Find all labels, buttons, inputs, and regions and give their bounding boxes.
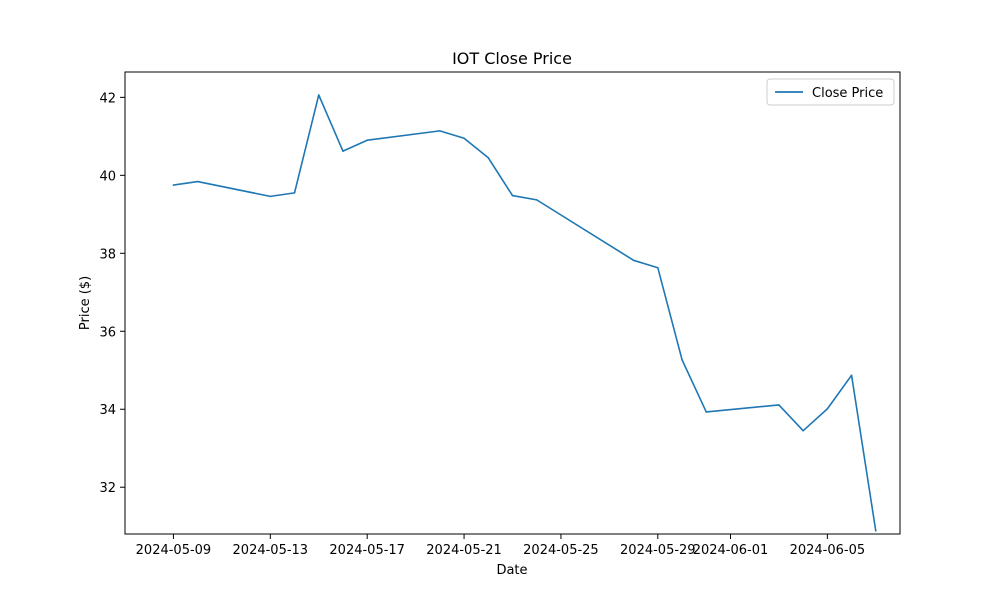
y-tick-label: 36 [99,325,116,340]
data-point [535,199,538,201]
plot-area: 2024-05-09 2024-05-13 2024-05-17 2024-05-21… [99,71,901,558]
data-point [293,192,296,194]
x-tick-label: 2024-06-01 [693,543,769,558]
data-point [366,139,368,142]
chart-title: IOT Close Price [452,49,572,68]
x-tick-label: 2024-05-13 [233,543,309,558]
y-tick-label: 40 [99,169,116,184]
x-tick-label: 2024-05-17 [329,543,405,558]
y-tick-label: 42 [99,91,116,106]
legend-label: Close Price [812,86,883,101]
data-point [850,374,853,377]
x-tick-label: 2024-05-25 [523,543,599,558]
plot-frame [124,71,901,535]
x-tick-label: 2024-05-09 [136,543,212,558]
x-axis-label: Date [496,563,527,578]
legend-box [766,78,895,106]
data-point [196,180,199,183]
data-point [826,408,829,410]
data-point [657,266,659,269]
y-tick-label: 38 [99,247,116,262]
x-tick-label: 2024-06-05 [790,543,866,558]
x-tick-label: 2024-05-21 [426,543,502,558]
data-point [342,150,344,152]
data-point [874,530,877,532]
data-point [632,259,635,262]
y-axis-label: Price ($) [78,276,93,330]
data-point [778,404,780,406]
data-point [463,137,465,140]
data-point [269,195,272,198]
data-point [511,194,514,197]
legend: Close Price [766,78,895,106]
x-tick-label: 2024-05-29 [620,543,696,558]
data-point [802,429,804,432]
data-point [317,94,320,96]
y-tick-label: 32 [99,481,116,496]
y-tick-label: 34 [99,403,116,418]
data-point [439,130,441,132]
data-point [681,358,683,361]
data-point [705,411,708,413]
data-point [172,184,175,186]
data-point [487,156,490,159]
